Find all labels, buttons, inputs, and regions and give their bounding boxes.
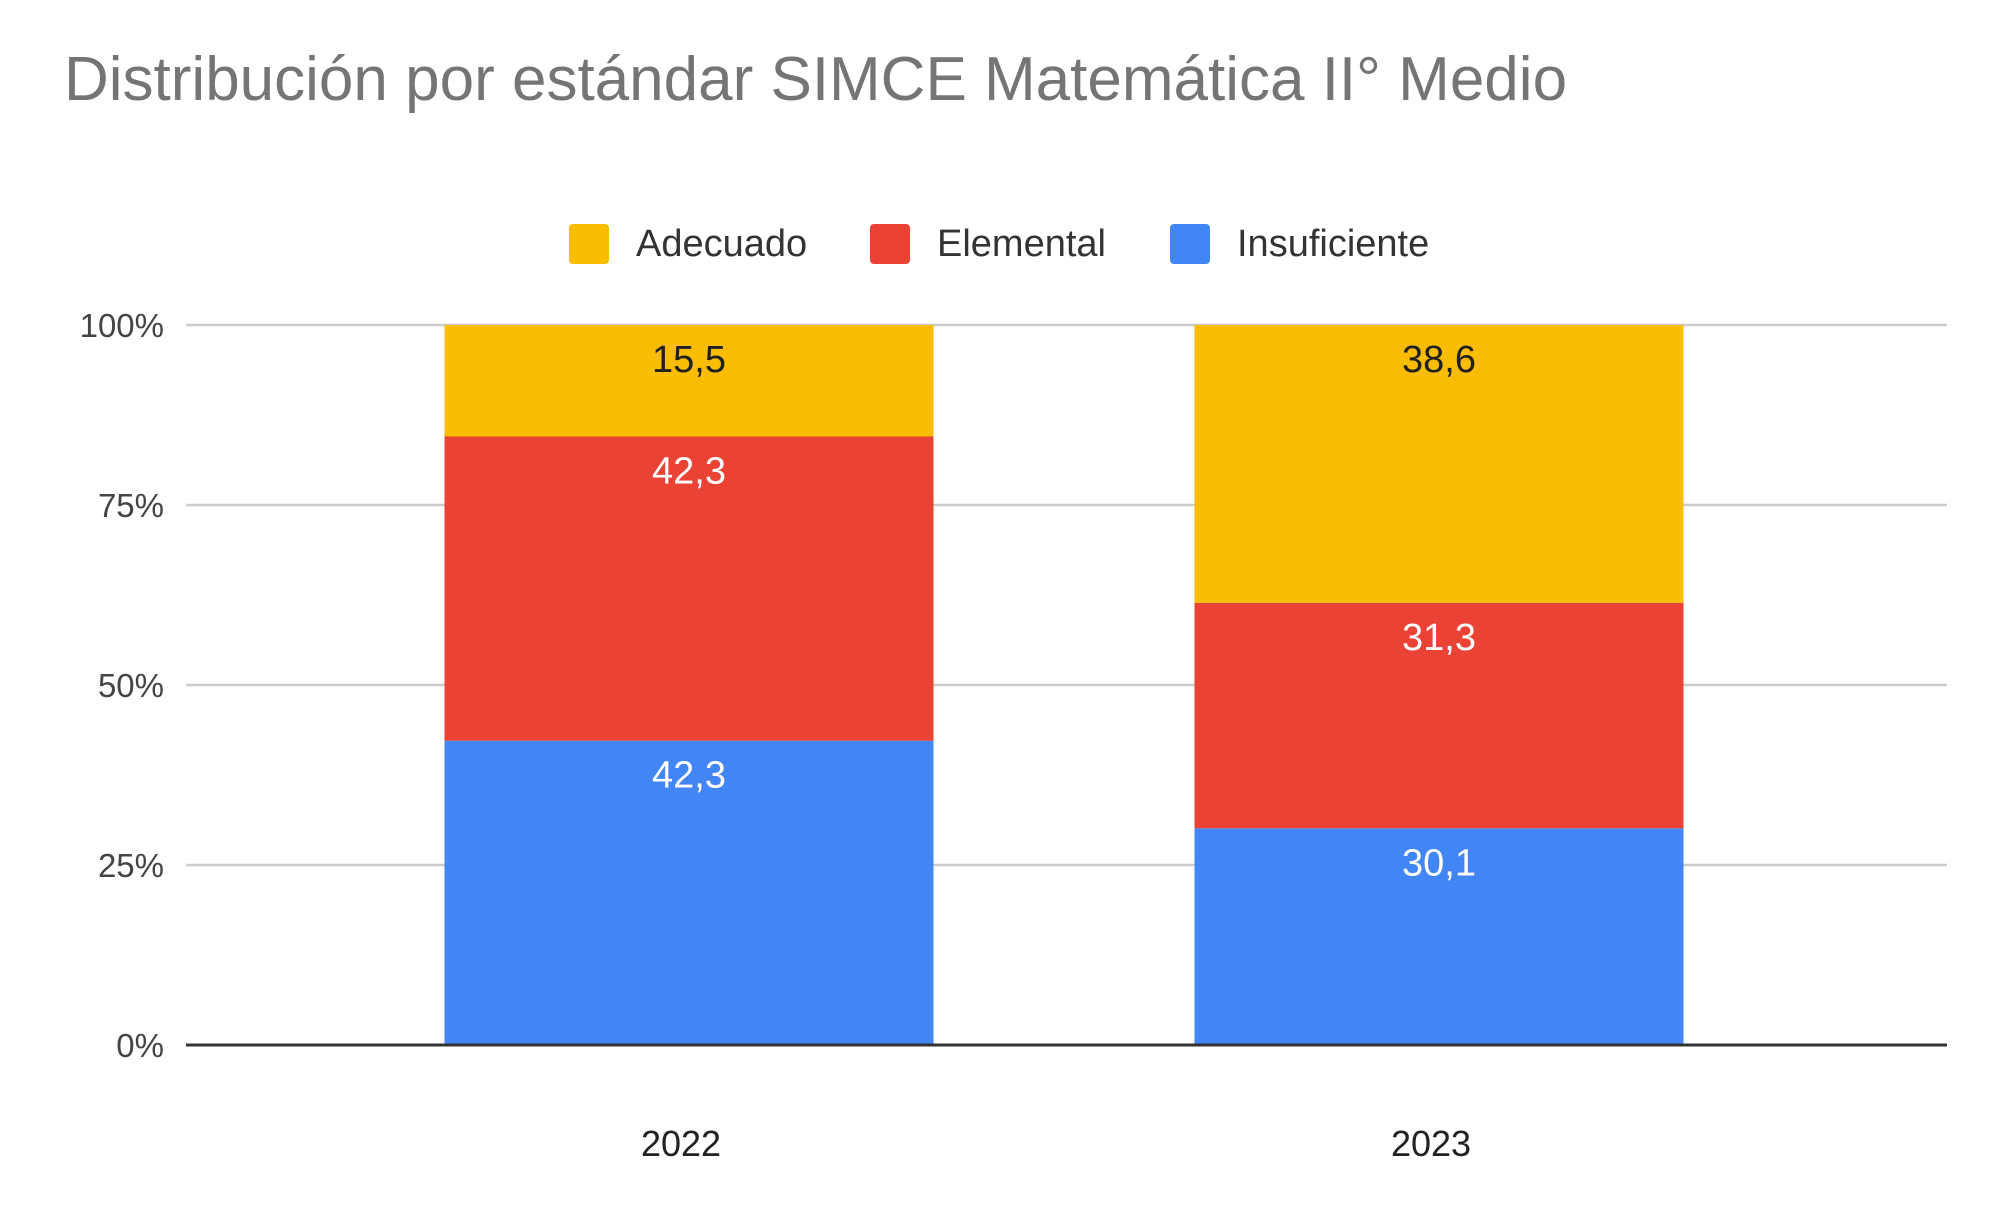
bar-segment-elemental-2022 xyxy=(444,436,934,741)
x-axis: 2022 2023 xyxy=(186,1043,1947,1164)
legend-label: Insuficiente xyxy=(1237,223,1429,265)
legend-label: Elemental xyxy=(937,223,1106,265)
x-tick-label: 2022 xyxy=(641,1123,721,1164)
data-labels: 42,3 42,3 15,5 30,1 31,3 38,6 xyxy=(652,339,1476,884)
bar-segment-insuficiente-2023 xyxy=(1194,828,1684,1045)
bar-segment-adecuado-2023 xyxy=(1194,325,1684,603)
y-tick-label: 75% xyxy=(98,487,164,524)
bars xyxy=(444,325,1684,1045)
legend-swatch-elemental xyxy=(870,224,910,264)
data-label: 30,1 xyxy=(1402,842,1476,884)
bar-segment-adecuado-2022 xyxy=(444,325,934,437)
y-tick-label: 100% xyxy=(80,307,164,344)
y-tick-label: 25% xyxy=(98,847,164,884)
bar-segment-elemental-2023 xyxy=(1194,602,1684,829)
bar-segment-insuficiente-2022 xyxy=(444,740,934,1045)
data-label: 31,3 xyxy=(1402,617,1476,659)
legend-swatch-insuficiente xyxy=(1170,224,1210,264)
data-label: 38,6 xyxy=(1402,339,1476,381)
y-tick-label: 50% xyxy=(98,667,164,704)
data-label: 15,5 xyxy=(652,339,726,381)
data-label: 42,3 xyxy=(652,450,726,492)
data-label: 42,3 xyxy=(652,755,726,797)
y-tick-label: 0% xyxy=(116,1027,164,1064)
chart-title: Distribución por estándar SIMCE Matemáti… xyxy=(64,45,1567,114)
legend-label: Adecuado xyxy=(636,223,807,265)
legend-swatch-adecuado xyxy=(569,224,609,264)
x-tick-label: 2023 xyxy=(1391,1123,1471,1164)
legend: Adecuado Elemental Insuficiente xyxy=(569,223,1429,265)
